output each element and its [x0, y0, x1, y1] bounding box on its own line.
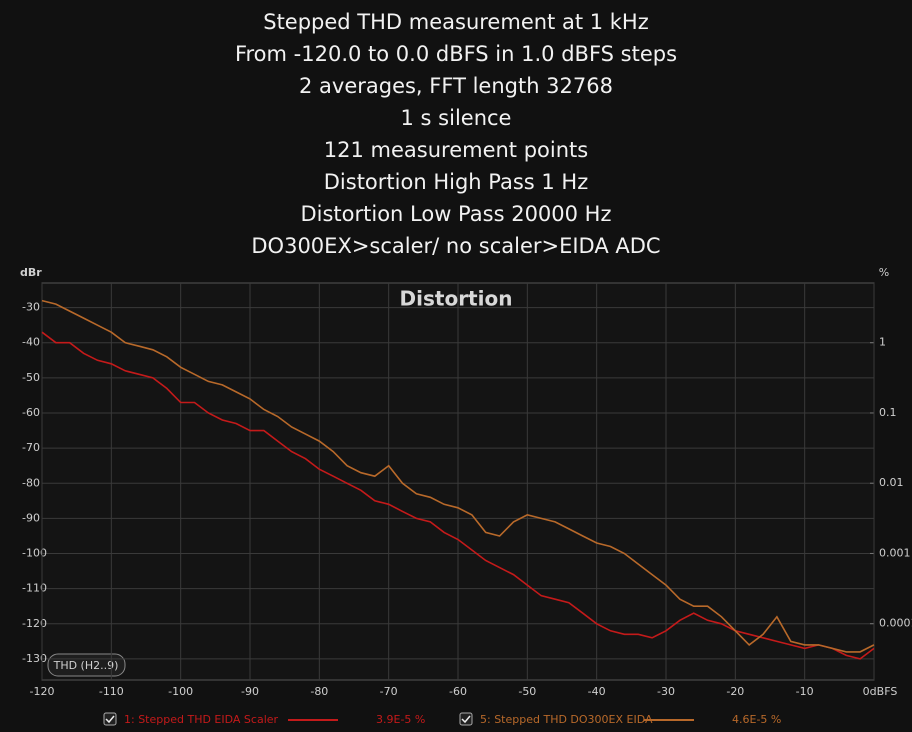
thd-button-label[interactable]: THD (H2..9) [53, 659, 119, 672]
y-tick-label: -80 [22, 476, 40, 489]
legend-name: 1: Stepped THD EIDA Scaler [124, 713, 279, 726]
x-tick-label: -50 [518, 685, 536, 698]
legend-check [105, 715, 115, 724]
y-tick-label: -120 [22, 617, 47, 630]
legend: 1: Stepped THD EIDA Scaler 3.9E-5 % 5: Ste… [103, 712, 781, 726]
y-tick-label: -100 [22, 547, 47, 560]
chart-title-line: Stepped THD measurement at 1 kHz [263, 10, 649, 34]
x-tick-label: -120 [30, 685, 55, 698]
y2-tick-label: 1 [879, 336, 886, 349]
y-tick-label: -90 [22, 511, 40, 524]
legend-checkbox[interactable] [103, 712, 117, 726]
y2-tick-label: 0.1 [879, 406, 897, 419]
y-tick-label: -60 [22, 406, 40, 419]
legend-name: 5: Stepped THD DO300EX EIDA [480, 713, 653, 726]
legend-checkbox[interactable] [459, 712, 473, 726]
legend-value: 4.6E-5 % [732, 713, 781, 726]
chart-title-line: Distortion High Pass 1 Hz [324, 170, 589, 194]
y-tick-label: -110 [22, 582, 47, 595]
plot-title: Distortion [400, 287, 513, 311]
x-tick-label: -100 [168, 685, 193, 698]
y-tick-label: -30 [22, 301, 40, 314]
series-line [41, 299, 875, 653]
x-tick-label: -30 [657, 685, 675, 698]
y2-tick-label: 0.001 [879, 546, 911, 559]
y-tick-label: -70 [22, 441, 40, 454]
x-tick-label: -70 [380, 685, 398, 698]
chart-title-line: 121 measurement points [324, 138, 588, 162]
y-tick-label: -50 [22, 371, 40, 384]
y-axis-label: dBr [20, 266, 42, 279]
chart-title-line: From -120.0 to 0.0 dBFS in 1.0 dBFS step… [235, 42, 677, 66]
x-tick-label: -20 [726, 685, 744, 698]
chart-title-line: 1 s silence [401, 106, 512, 130]
x-tick-label: -110 [99, 685, 124, 698]
chart-title-line: DO300EX>scaler/ no scaler>EIDA ADC [251, 234, 660, 258]
x-tick-label: -10 [796, 685, 814, 698]
x-tick-label: 0dBFS [863, 685, 898, 698]
chart-title-line: Distortion Low Pass 20000 Hz [300, 202, 611, 226]
x-tick-label: -80 [310, 685, 328, 698]
x-tick-label: -40 [588, 685, 606, 698]
chart-title-line: 2 averages, FFT length 32768 [299, 74, 613, 98]
x-tick-label: -90 [241, 685, 259, 698]
y2-axis-label: % [879, 266, 889, 279]
y-tick-label: -40 [22, 336, 40, 349]
thd-button[interactable] [47, 653, 126, 677]
y-tick-label: -130 [22, 652, 47, 665]
x-tick-label: -60 [449, 685, 467, 698]
legend-value: 3.9E-5 % [376, 713, 425, 726]
legend-check [461, 715, 471, 724]
y2-tick-label: 0.0001 [879, 617, 912, 630]
y2-tick-label: 0.01 [879, 476, 904, 489]
